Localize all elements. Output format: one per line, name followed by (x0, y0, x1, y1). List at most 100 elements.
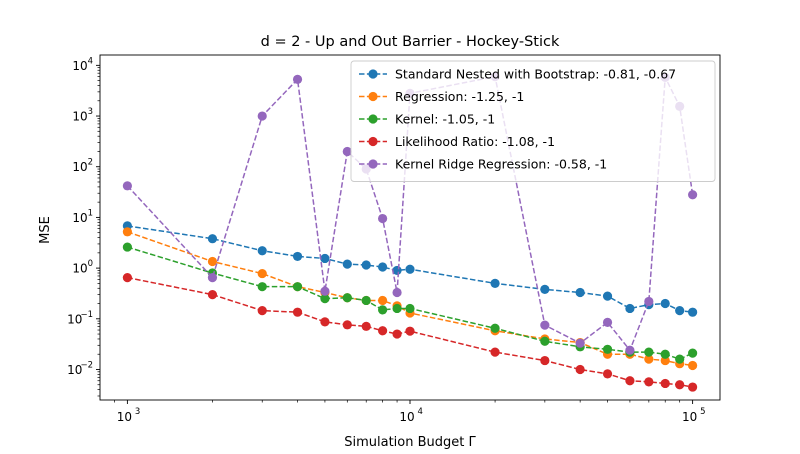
y-tick-exponent: 0 (88, 259, 93, 269)
data-point (257, 306, 267, 316)
legend-item: Kernel Ridge Regression: -0.58, -1 (359, 157, 607, 172)
data-point (644, 377, 654, 387)
data-point (675, 306, 685, 316)
data-point (320, 317, 330, 327)
data-point (361, 321, 371, 331)
data-point (490, 347, 500, 357)
data-point (675, 354, 685, 364)
data-point (660, 298, 670, 309)
y-tick-label: 10 (72, 262, 87, 276)
y-tick-exponent: 1 (88, 208, 93, 218)
data-point (320, 253, 330, 264)
data-point (540, 284, 550, 294)
data-point (122, 242, 132, 252)
data-point (490, 278, 500, 288)
data-point (122, 227, 132, 237)
data-point (207, 290, 218, 300)
data-point (540, 320, 550, 330)
x-tick-exponent: 3 (135, 407, 140, 417)
x-tick-exponent: 4 (418, 407, 423, 417)
data-point (207, 272, 218, 283)
series-0 (122, 221, 698, 317)
data-point (405, 326, 415, 336)
legend-label: Kernel: -1.05, -1 (395, 112, 495, 127)
data-point (361, 295, 371, 306)
data-point (540, 355, 550, 366)
data-point (342, 293, 352, 303)
y-tick-label: 10 (72, 110, 87, 124)
data-point (257, 111, 267, 121)
data-point (644, 347, 654, 357)
data-point (602, 317, 613, 327)
data-point (602, 344, 613, 354)
data-point (207, 256, 218, 267)
data-point (320, 286, 330, 296)
data-point (392, 329, 402, 339)
data-point (688, 360, 698, 371)
legend-label: Standard Nested with Bootstrap: -0.81, -… (395, 67, 676, 82)
data-point (575, 287, 585, 298)
y-tick-exponent: −2 (80, 360, 93, 370)
data-point (625, 303, 635, 314)
data-point (644, 354, 654, 364)
x-tick-label: 10 (117, 410, 132, 424)
series-3 (122, 272, 698, 392)
data-point (688, 348, 698, 358)
data-point (688, 190, 698, 200)
data-point (292, 307, 303, 317)
x-tick-label: 10 (399, 410, 414, 424)
y-tick-label: 10 (72, 160, 87, 174)
legend-marker (368, 114, 378, 124)
data-point (575, 338, 585, 348)
y-tick-exponent: 2 (88, 158, 93, 168)
data-point (675, 380, 685, 390)
data-point (405, 303, 415, 314)
data-point (342, 320, 352, 330)
data-point (392, 287, 402, 298)
y-tick-exponent: 4 (88, 56, 93, 66)
data-point (625, 376, 635, 386)
data-point (292, 282, 303, 292)
data-point (660, 378, 670, 389)
data-point (207, 234, 218, 244)
data-point (688, 307, 698, 317)
data-point (122, 272, 132, 283)
y-tick-label: 10 (72, 211, 87, 225)
y-tick-exponent: −1 (80, 310, 93, 320)
data-point (392, 303, 402, 314)
y-tick-exponent: 3 (88, 107, 93, 117)
data-point (361, 260, 371, 270)
legend-label: Kernel Ridge Regression: -0.58, -1 (395, 157, 607, 172)
data-point (122, 181, 132, 191)
data-point (342, 146, 352, 157)
legend-item: Kernel: -1.05, -1 (359, 112, 495, 127)
legend-item: Likelihood Ratio: -1.08, -1 (359, 134, 555, 149)
chart-title: d = 2 - Up and Out Barrier - Hockey-Stic… (261, 34, 560, 50)
x-tick-exponent: 5 (700, 407, 705, 417)
legend-item: Standard Nested with Bootstrap: -0.81, -… (359, 67, 676, 82)
data-point (292, 74, 303, 84)
data-point (378, 213, 388, 224)
data-point (660, 349, 670, 359)
data-point (257, 282, 267, 292)
y-tick-label: 10 (67, 312, 82, 326)
data-point (660, 355, 670, 366)
data-point (575, 364, 585, 375)
legend-item: Regression: -1.25, -1 (359, 89, 524, 104)
data-point (490, 323, 500, 333)
y-tick-label: 10 (67, 363, 82, 377)
data-point (257, 246, 267, 256)
legend-marker (368, 91, 378, 102)
data-point (540, 336, 550, 346)
data-point (320, 294, 330, 304)
data-point (292, 251, 303, 262)
data-point (644, 296, 654, 307)
legend-label: Regression: -1.25, -1 (395, 89, 524, 104)
data-point (378, 262, 388, 272)
data-point (378, 326, 388, 336)
data-point (378, 295, 388, 306)
y-tick-label: 10 (72, 59, 87, 73)
legend-marker (368, 69, 378, 79)
